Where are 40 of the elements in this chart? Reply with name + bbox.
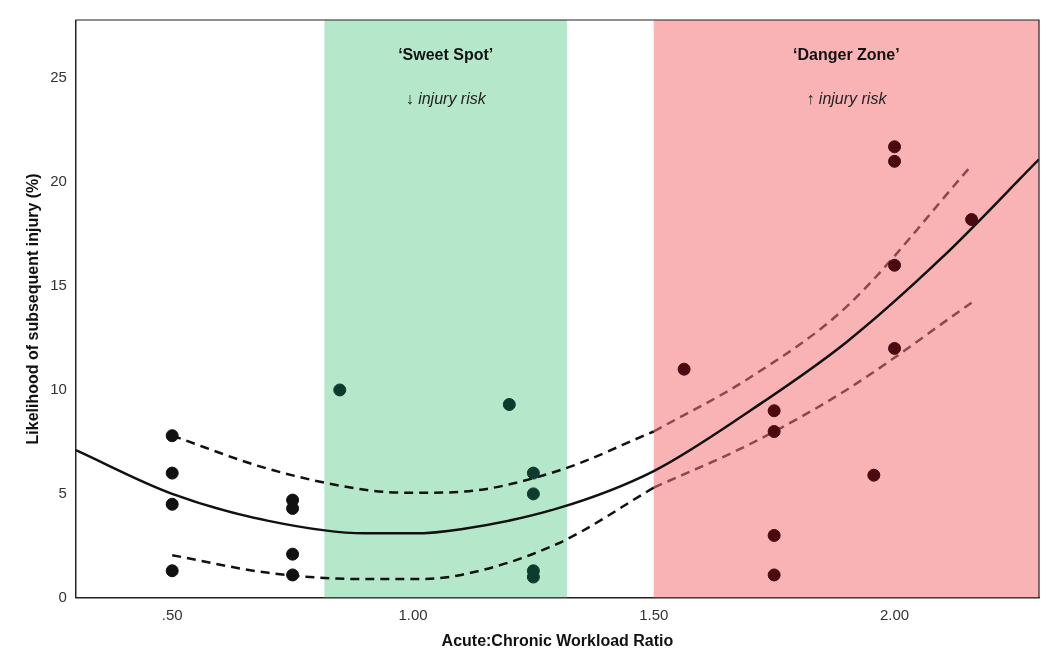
point: [286, 568, 300, 582]
y-tick-label: 0: [58, 587, 67, 605]
y-tick-label: 20: [50, 172, 67, 190]
y-axis-title: Likelihood of subsequent injury (%): [24, 173, 42, 445]
x-tick-label: .50: [161, 605, 183, 623]
point: [767, 568, 781, 582]
point: [767, 404, 781, 418]
point: [677, 362, 691, 376]
x-tick-label: 1.50: [639, 605, 669, 623]
x-tick-label: 1.00: [398, 605, 428, 623]
x-tick-label: 2.00: [879, 605, 910, 623]
point: [286, 547, 300, 561]
point: [888, 154, 902, 168]
band-label: ‘Danger Zone’: [793, 46, 900, 64]
y-tick-label: 15: [50, 276, 67, 294]
point: [165, 429, 179, 443]
line-series: [652, 301, 973, 489]
point: [888, 258, 902, 272]
point: [888, 140, 902, 154]
point: [165, 564, 179, 578]
line-series: [75, 158, 1039, 535]
point: [526, 466, 540, 480]
point: [965, 213, 979, 227]
y-tick-label: 5: [58, 484, 67, 502]
point: [165, 466, 179, 480]
annotation: ↓ injury risk: [405, 90, 487, 108]
point: [526, 487, 540, 501]
point: [333, 383, 347, 397]
point: [165, 497, 179, 511]
y-tick-label: 25: [50, 68, 67, 86]
point: [867, 468, 881, 482]
point: [767, 425, 781, 439]
annotation: ↑ injury risk: [806, 90, 888, 108]
band-label: ‘Sweet Spot’: [398, 46, 494, 64]
point: [502, 398, 516, 412]
x-axis-title: Acute:Chronic Workload Ratio: [441, 631, 674, 649]
point: [767, 528, 781, 542]
line-series: [170, 486, 655, 581]
point: [888, 341, 902, 355]
y-tick-label: 10: [50, 380, 67, 398]
